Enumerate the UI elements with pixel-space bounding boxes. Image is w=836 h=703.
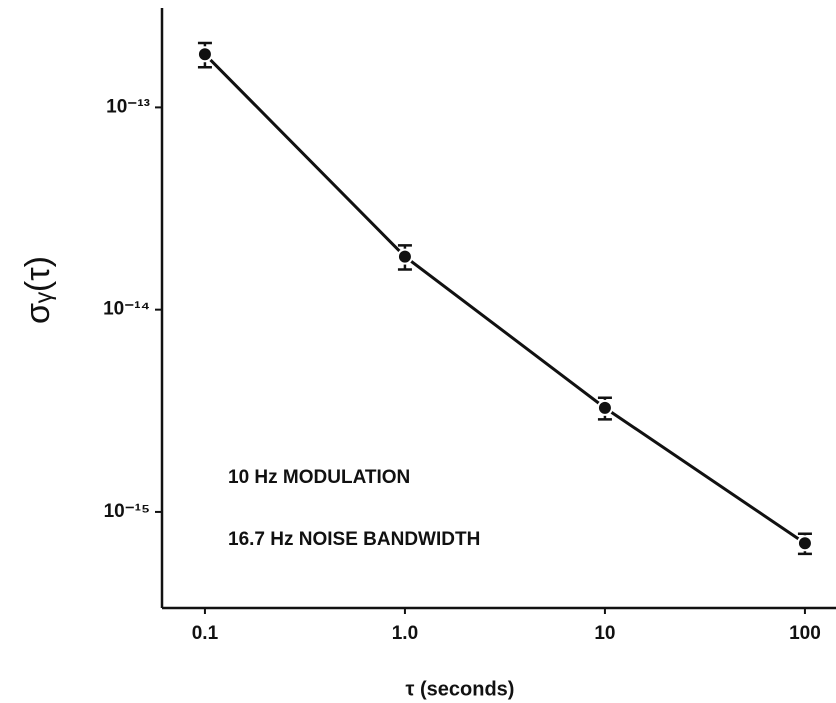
point	[396, 248, 413, 265]
x-tick-label: 10	[594, 623, 615, 644]
x-tick-label: 0.1	[192, 623, 219, 644]
x-tick-label: 1.0	[392, 623, 418, 644]
point	[596, 399, 613, 416]
y-axis-label: σᵧ(τ)	[19, 256, 57, 324]
annotation: 16.7 Hz NOISE BANDWIDTH	[228, 529, 480, 550]
y-tick-label: 10⁻¹³	[106, 96, 150, 117]
annotation: 10 Hz MODULATION	[228, 467, 410, 488]
x-tick-label: 100	[789, 623, 821, 644]
point	[796, 535, 813, 552]
y-tick-label: 10⁻¹⁵	[104, 501, 150, 522]
point	[196, 46, 213, 63]
y-tick-label: 10⁻¹⁴	[103, 299, 150, 320]
x-axis-label: τ (seconds)	[406, 678, 515, 700]
line	[203, 53, 806, 545]
